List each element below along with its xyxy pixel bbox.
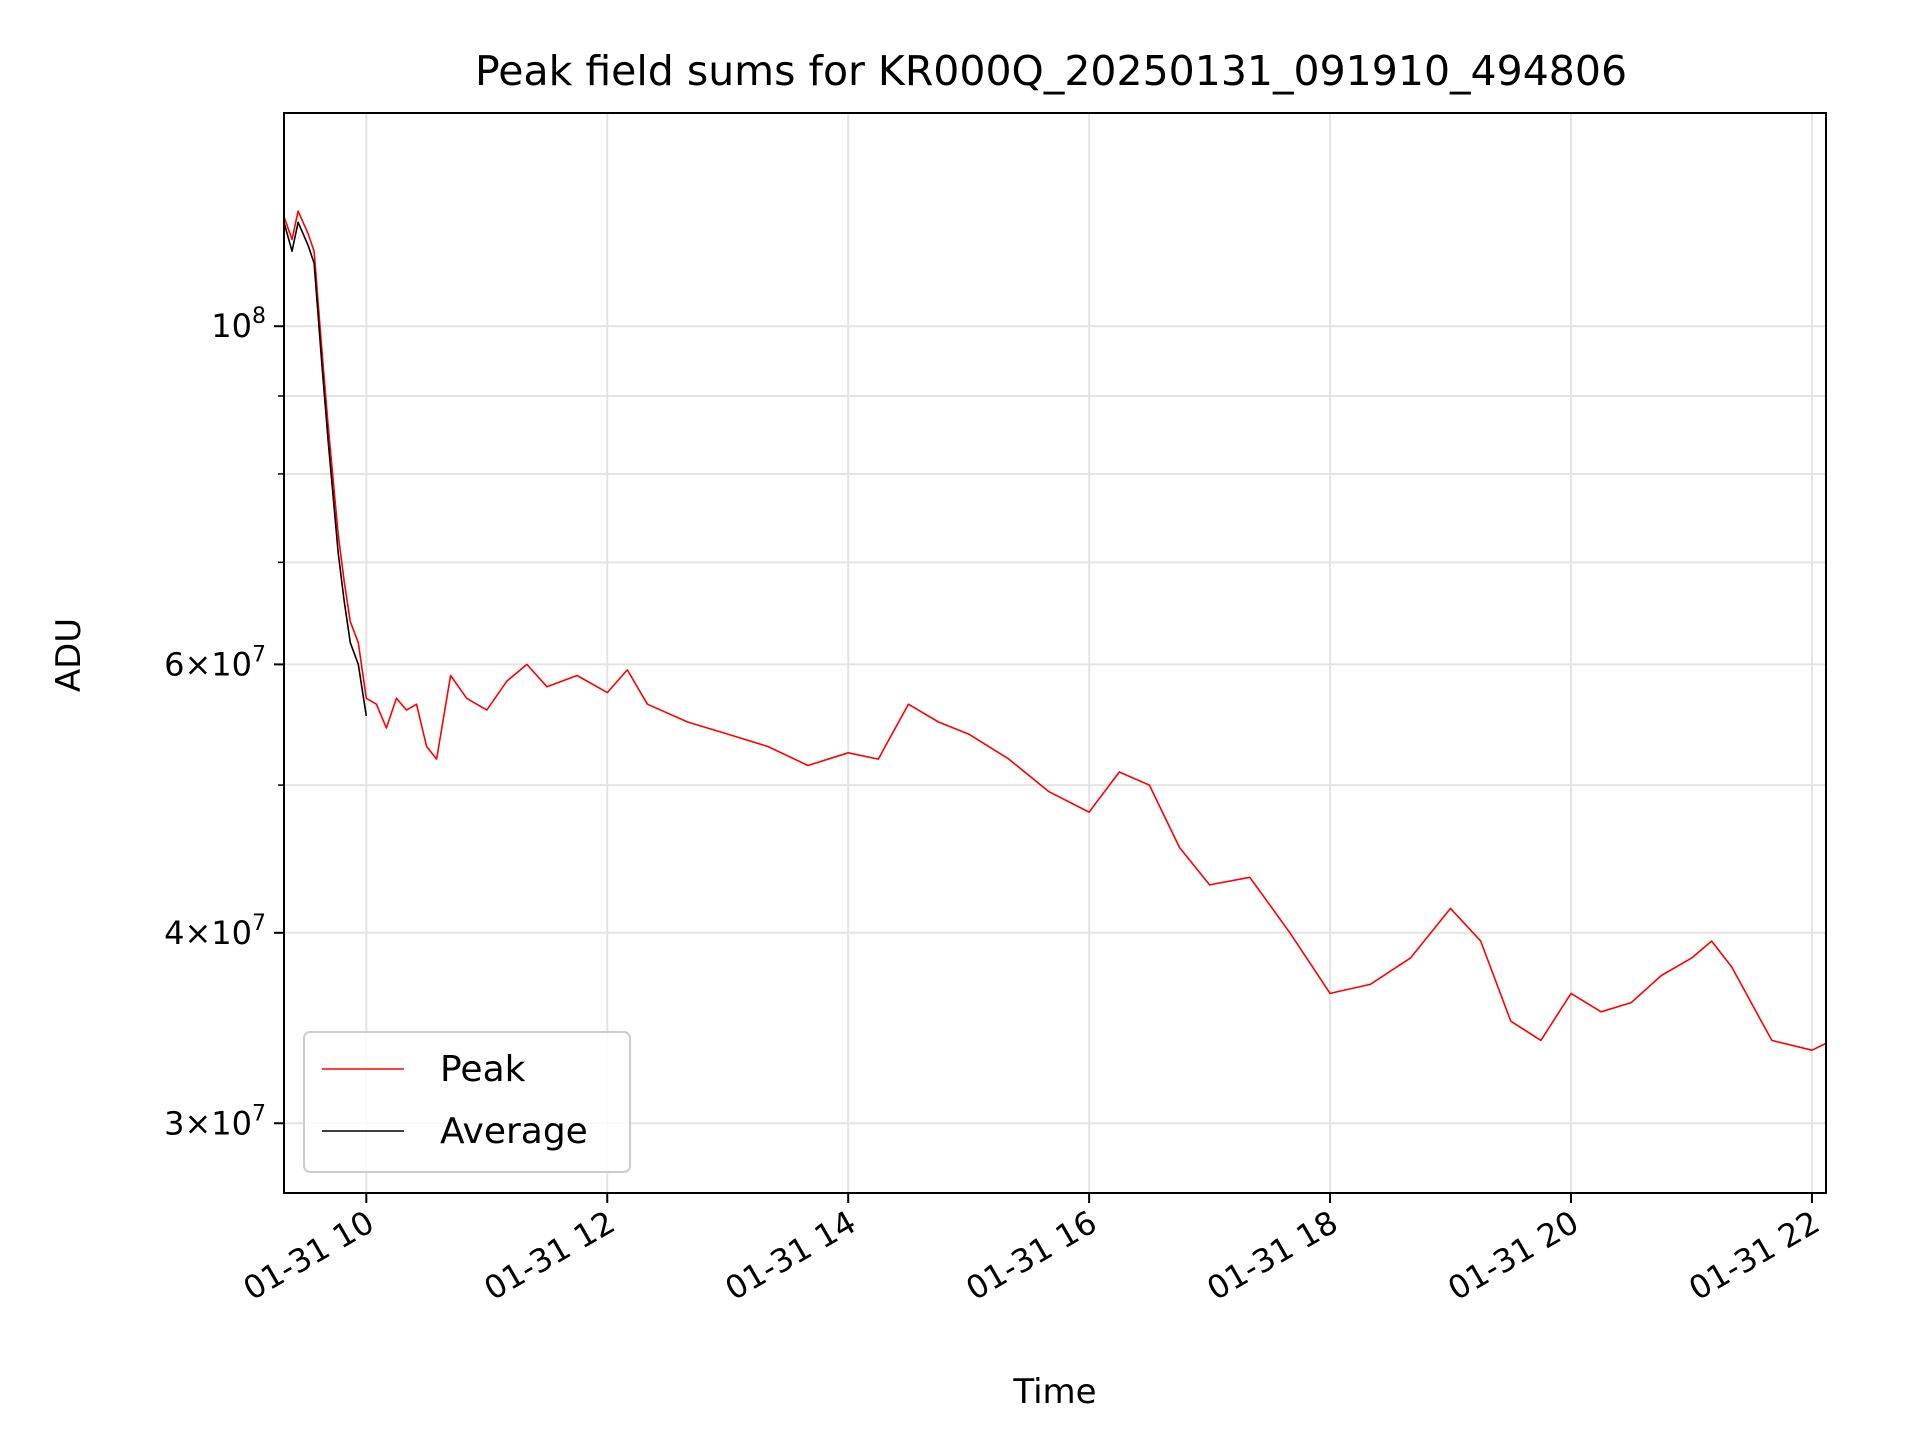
y-tick-label: 4×107 <box>164 911 266 952</box>
plot-frame <box>283 112 1827 1194</box>
y-tick-label: 108 <box>211 304 266 345</box>
x-axis-title: Time <box>1012 1372 1096 1412</box>
y-axis-ticks: 108 6×107 4×107 3×107 <box>164 304 284 1142</box>
legend-average-label: Average <box>440 1111 588 1152</box>
y-axis-title: ADU <box>49 618 89 692</box>
legend-peak-label: Peak <box>440 1049 526 1090</box>
legend: Peak Average <box>303 1031 631 1173</box>
series-line-peak <box>284 210 1826 1051</box>
series-layer <box>284 210 1826 1051</box>
y-tick-label: 6×107 <box>164 642 266 683</box>
y-tick-label: 3×107 <box>164 1101 266 1142</box>
chart-title: Peak field sums for KR000Q_20250131_0919… <box>475 47 1627 95</box>
series-line-average <box>284 221 368 717</box>
legend-box <box>303 1031 631 1173</box>
